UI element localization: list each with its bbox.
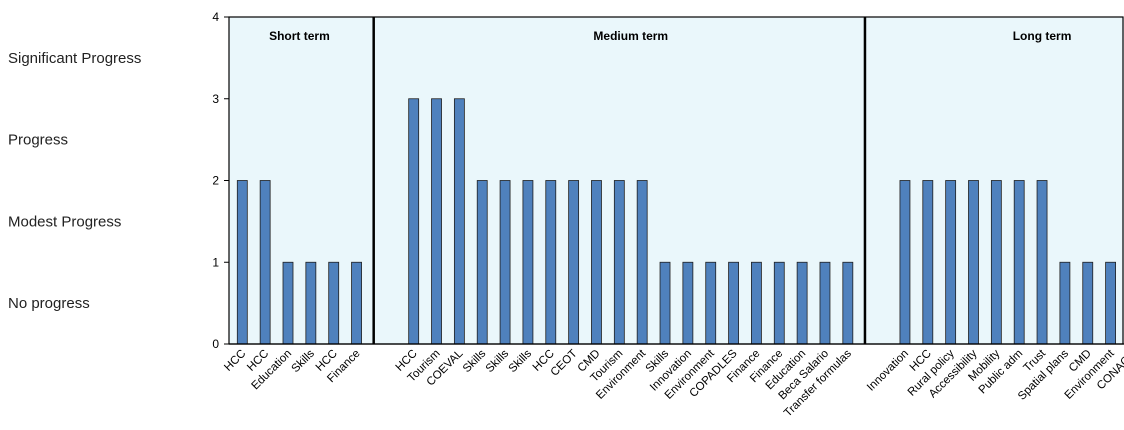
bar xyxy=(236,180,248,345)
bar xyxy=(568,180,580,345)
bar xyxy=(522,180,534,345)
bar xyxy=(613,180,625,345)
bar xyxy=(682,261,694,345)
bar xyxy=(499,180,511,345)
bar xyxy=(453,98,465,345)
bars xyxy=(236,98,1116,345)
bar xyxy=(328,261,340,345)
y-axis: 0 1 2 3 4 xyxy=(212,10,229,351)
progress-level-label: No progress xyxy=(8,295,90,312)
bar xyxy=(899,180,911,345)
bar xyxy=(659,261,671,345)
y-tick-label: 3 xyxy=(212,92,219,106)
bar xyxy=(591,180,602,345)
bar xyxy=(431,98,442,345)
bar xyxy=(968,180,979,345)
bar xyxy=(796,261,808,345)
group-title: Medium term xyxy=(593,29,668,43)
bar xyxy=(773,261,785,345)
bar xyxy=(990,180,1002,345)
x-tick-label: Skills xyxy=(484,347,512,375)
x-tick-label: CEOT xyxy=(549,348,580,379)
y-tick-label: 2 xyxy=(212,174,219,188)
x-tick-label: HCC xyxy=(222,348,248,374)
bar xyxy=(476,180,488,345)
group-title: Long term xyxy=(1013,29,1072,43)
bar xyxy=(351,261,362,345)
bar xyxy=(1082,261,1094,345)
bar xyxy=(1036,180,1048,345)
group-dividers xyxy=(372,17,867,344)
progress-level-labels: Significant Progress Progress Modest Progr… xyxy=(8,50,141,312)
y-tick-label: 0 xyxy=(212,337,219,351)
x-tick-label: Skills xyxy=(461,347,489,375)
plot-frame xyxy=(228,16,1124,345)
bar xyxy=(728,261,739,345)
bar xyxy=(945,180,957,345)
bar xyxy=(545,180,557,345)
bar xyxy=(305,261,317,345)
bar xyxy=(1105,261,1116,345)
group-title: Short term xyxy=(269,29,330,43)
x-tick-label: Skills xyxy=(507,347,535,375)
bar xyxy=(282,261,294,345)
bar xyxy=(1059,261,1071,345)
bar xyxy=(408,98,420,345)
y-tick-label: 4 xyxy=(212,10,219,24)
bar xyxy=(842,261,854,345)
y-tick-label: 1 xyxy=(212,255,219,269)
bar xyxy=(1013,180,1025,345)
bar xyxy=(705,261,717,345)
bar xyxy=(751,261,762,345)
progress-level-label: Progress xyxy=(8,132,68,149)
bar xyxy=(259,180,271,345)
bar xyxy=(636,180,648,345)
x-tick-label: Skills xyxy=(290,347,318,375)
progress-level-label: Modest Progress xyxy=(8,213,121,230)
group-titles: Short term Medium term Long term xyxy=(269,29,1071,43)
plot-background xyxy=(229,17,1124,344)
x-tick-label: Innovation xyxy=(865,348,911,394)
bar xyxy=(819,261,831,345)
progress-level-label: Significant Progress xyxy=(8,50,141,67)
bar xyxy=(922,180,934,345)
